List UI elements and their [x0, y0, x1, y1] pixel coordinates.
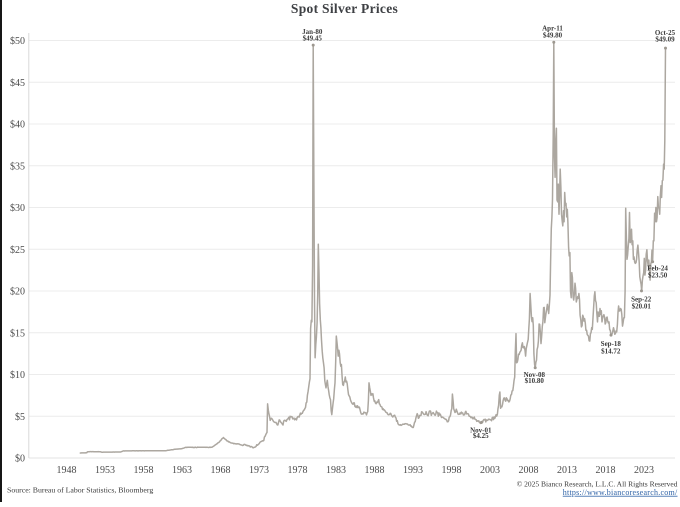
svg-text:$10.80: $10.80 [525, 377, 545, 385]
svg-text:1993: 1993 [403, 465, 423, 476]
svg-text:$45: $45 [10, 78, 25, 89]
svg-text:$40: $40 [10, 120, 25, 131]
svg-text:$49.45: $49.45 [303, 35, 323, 43]
svg-text:1968: 1968 [211, 465, 231, 476]
svg-text:Sep-22: Sep-22 [631, 296, 652, 304]
svg-text:$10: $10 [10, 370, 25, 381]
svg-text:Sep-18: Sep-18 [601, 340, 622, 348]
svg-text:© 2025 Bianco Research, L.L.C.: © 2025 Bianco Research, L.L.C. All Right… [517, 480, 678, 489]
svg-text:$20.01: $20.01 [632, 303, 652, 311]
svg-text:$49.80: $49.80 [543, 32, 563, 40]
svg-text:1973: 1973 [249, 465, 269, 476]
svg-text:$14.72: $14.72 [601, 347, 621, 355]
svg-text:2003: 2003 [480, 465, 500, 476]
svg-text:1978: 1978 [288, 465, 308, 476]
svg-text:Source: Bureau of Labor Statis: Source: Bureau of Labor Statistics, Bloo… [7, 485, 153, 494]
svg-text:$5: $5 [15, 412, 25, 423]
svg-text:1998: 1998 [442, 465, 462, 476]
svg-text:$30: $30 [10, 203, 25, 214]
svg-text:https://www.biancoresearch.com: https://www.biancoresearch.com/ [563, 488, 678, 497]
svg-text:Spot Silver Prices: Spot Silver Prices [291, 1, 398, 16]
svg-text:$25: $25 [10, 245, 25, 256]
svg-text:1948: 1948 [57, 465, 77, 476]
svg-text:Apr-11: Apr-11 [542, 24, 563, 32]
svg-text:1963: 1963 [172, 465, 192, 476]
svg-text:Nov-08: Nov-08 [524, 371, 546, 379]
svg-text:$0: $0 [15, 454, 25, 465]
svg-text:$4.25: $4.25 [473, 432, 489, 440]
svg-text:$49.09: $49.09 [655, 36, 675, 44]
svg-text:Nov-01: Nov-01 [470, 426, 492, 434]
svg-text:$23.50: $23.50 [648, 271, 668, 279]
svg-text:$15: $15 [10, 328, 25, 339]
svg-text:Oct-25: Oct-25 [655, 29, 676, 37]
svg-text:1958: 1958 [134, 465, 154, 476]
svg-text:$35: $35 [10, 161, 25, 172]
svg-text:2018: 2018 [596, 465, 616, 476]
svg-text:2023: 2023 [634, 465, 654, 476]
svg-text:1988: 1988 [365, 465, 385, 476]
svg-text:Feb-24: Feb-24 [647, 264, 668, 272]
svg-text:1953: 1953 [95, 465, 115, 476]
svg-text:2013: 2013 [557, 465, 577, 476]
svg-text:Jan-80: Jan-80 [302, 28, 323, 36]
svg-text:1983: 1983 [326, 465, 346, 476]
svg-text:$20: $20 [10, 287, 25, 298]
svg-text:2008: 2008 [519, 465, 539, 476]
svg-text:$50: $50 [10, 36, 25, 47]
